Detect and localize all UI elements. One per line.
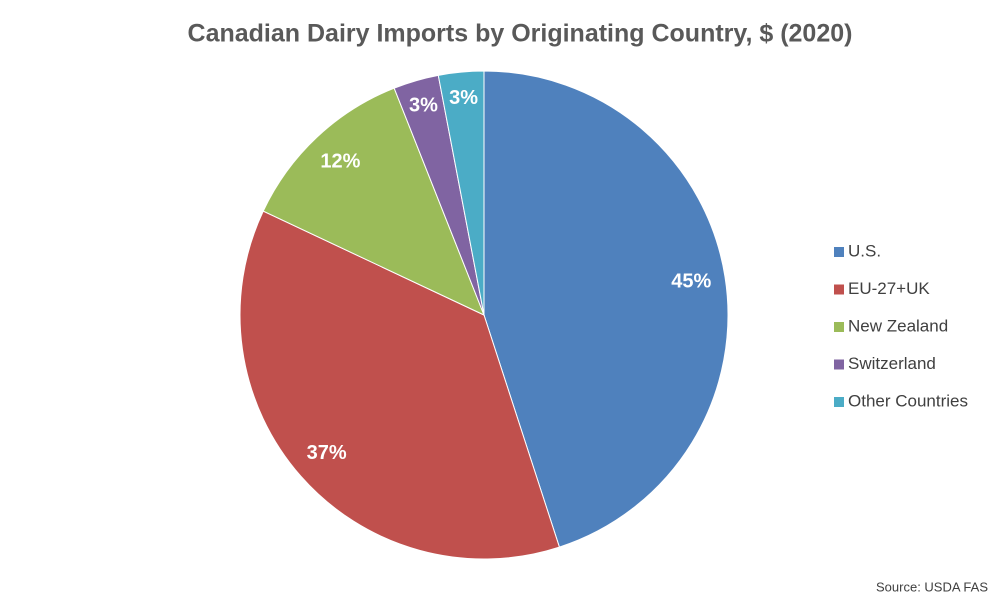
data-label: 3% bbox=[449, 87, 478, 109]
chart-title: Canadian Dairy Imports by Originating Co… bbox=[188, 20, 853, 48]
pie-slice bbox=[483, 70, 729, 548]
data-label: 3% bbox=[409, 95, 438, 117]
data-label: 45% bbox=[671, 270, 711, 292]
pie-slice bbox=[262, 87, 485, 316]
legend-swatch bbox=[834, 247, 844, 257]
legend-label: U.S. bbox=[848, 241, 881, 260]
legend-swatch bbox=[834, 284, 844, 295]
legend-swatch bbox=[834, 397, 844, 407]
legend-label: Switzerland bbox=[848, 354, 936, 373]
pie-slice bbox=[437, 70, 485, 316]
legend-label: New Zealand bbox=[848, 316, 948, 335]
legend-swatch bbox=[834, 359, 844, 370]
pie-slice bbox=[239, 210, 561, 560]
data-label: 37% bbox=[307, 442, 347, 464]
legend-label: Other Countries bbox=[848, 391, 968, 410]
data-label: 12% bbox=[320, 150, 360, 172]
legend-label: EU-27+UK bbox=[848, 279, 930, 298]
legend-swatch bbox=[834, 322, 844, 332]
source-note: Source: USDA FAS bbox=[876, 579, 988, 594]
